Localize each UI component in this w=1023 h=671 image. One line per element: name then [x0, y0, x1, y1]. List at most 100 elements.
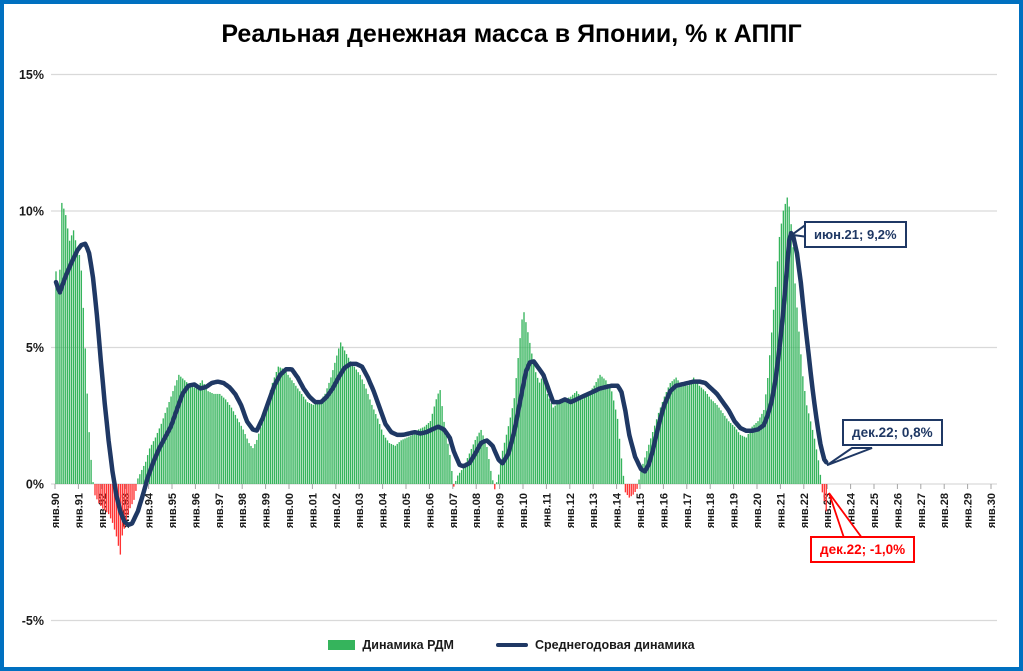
- bar: [145, 461, 147, 484]
- bar: [170, 396, 172, 484]
- bar: [425, 424, 428, 484]
- bar: [98, 484, 100, 504]
- x-axis-label: янв.14: [612, 492, 624, 528]
- bar: [94, 484, 96, 496]
- bar: [677, 380, 679, 484]
- bar: [466, 458, 469, 484]
- bar: [579, 396, 582, 484]
- bar: [601, 376, 603, 484]
- bar: [419, 428, 422, 484]
- bar: [392, 444, 395, 484]
- bar: [283, 369, 285, 484]
- bar: [221, 395, 223, 484]
- bar: [692, 377, 695, 484]
- bar: [706, 393, 708, 484]
- bar: [84, 348, 86, 484]
- bar: [400, 440, 402, 484]
- bar: [714, 403, 716, 484]
- bar: [160, 423, 162, 484]
- bar: [546, 394, 549, 484]
- bar: [271, 382, 274, 484]
- bar: [61, 202, 63, 485]
- bar: [80, 270, 83, 484]
- x-axis-label: янв.20: [752, 493, 764, 528]
- bar: [689, 382, 691, 484]
- bar: [570, 396, 572, 484]
- bar: [334, 362, 336, 484]
- bar: [796, 307, 798, 484]
- bar: [421, 427, 424, 484]
- bar: [470, 448, 473, 484]
- bar: [710, 399, 712, 484]
- bar: [279, 367, 281, 484]
- bar: [696, 383, 699, 484]
- bar: [788, 206, 790, 484]
- bar: [295, 385, 297, 484]
- bar: [320, 399, 322, 484]
- bar: [798, 331, 800, 484]
- bar: [104, 484, 106, 511]
- bar: [418, 429, 420, 484]
- bar: [702, 389, 705, 484]
- bar: [269, 390, 272, 484]
- bar: [408, 436, 410, 484]
- bar: [802, 376, 804, 484]
- bar: [605, 380, 607, 484]
- bar: [585, 395, 588, 484]
- x-axis-label: янв.28: [939, 493, 951, 528]
- y-axis-label: -5%: [22, 614, 44, 628]
- callout-wedge-line-end: [826, 447, 873, 467]
- bar: [224, 399, 227, 484]
- bar: [111, 484, 114, 523]
- bar: [285, 372, 287, 484]
- bar: [550, 403, 552, 484]
- bar: [566, 398, 568, 484]
- bar: [379, 424, 381, 484]
- bar: [496, 482, 498, 484]
- bar: [164, 412, 166, 484]
- bar: [525, 322, 527, 484]
- bar: [611, 391, 613, 484]
- bar: [536, 377, 539, 484]
- bar: [355, 369, 357, 484]
- bar: [96, 484, 98, 500]
- bar: [123, 484, 125, 529]
- bar: [55, 271, 57, 484]
- bar: [299, 391, 301, 484]
- x-axis-label: янв.30: [986, 493, 998, 528]
- bar: [747, 433, 749, 484]
- bar: [642, 463, 644, 484]
- bar: [203, 383, 205, 484]
- bar: [260, 427, 262, 484]
- bar: [423, 426, 426, 484]
- x-axis-label: янв.11: [541, 493, 553, 528]
- bar: [244, 434, 246, 484]
- bar: [398, 442, 400, 484]
- bar: [59, 269, 61, 484]
- bar: [191, 386, 194, 484]
- bar: [184, 380, 186, 484]
- bar: [663, 396, 666, 484]
- bar: [135, 484, 137, 491]
- legend-item-bars: Динамика РДМ: [328, 638, 454, 652]
- bar: [497, 474, 500, 484]
- legend-label-bars: Динамика РДМ: [362, 638, 454, 652]
- x-axis-label: янв.12: [565, 493, 577, 528]
- legend-label-line: Среднегодовая динамика: [534, 638, 695, 652]
- bar: [427, 422, 430, 484]
- bar: [792, 247, 794, 484]
- x-axis-label: янв.22: [799, 493, 811, 528]
- bar: [728, 421, 730, 484]
- bar: [187, 383, 190, 484]
- bar: [304, 399, 307, 484]
- x-axis-label: янв.09: [495, 493, 507, 528]
- bar: [513, 398, 515, 484]
- bar: [402, 439, 404, 484]
- bar: [129, 484, 131, 509]
- bar: [548, 398, 551, 484]
- bar: [127, 484, 129, 515]
- x-axis-label: янв.05: [401, 493, 413, 528]
- bar: [234, 414, 237, 484]
- bar: [351, 364, 354, 484]
- bar: [437, 393, 439, 484]
